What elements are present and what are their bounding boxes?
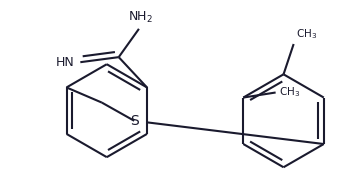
Text: NH$_2$: NH$_2$ — [129, 10, 153, 25]
Text: CH$_3$: CH$_3$ — [279, 86, 300, 99]
Text: CH$_3$: CH$_3$ — [296, 27, 317, 41]
Text: HN: HN — [55, 56, 74, 69]
Text: S: S — [130, 114, 139, 128]
